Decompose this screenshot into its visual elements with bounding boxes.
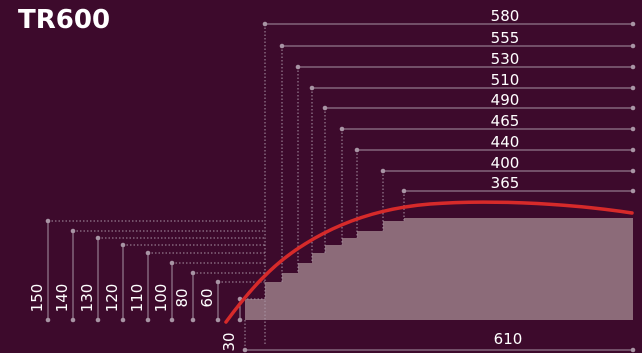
dimension-end-dot [45,317,51,323]
dimension-end-dot [95,235,101,241]
dimension-end-dot [295,64,301,70]
dimension-end-dot [630,21,636,27]
dimension-end-dot [237,317,243,323]
dimension-end-dot [354,147,360,153]
dimension-end-dot [630,188,636,194]
dimension-end-dot [190,270,196,276]
curve-profile [224,200,634,324]
dimension-end-dot [45,218,51,224]
dimension-end-dot [70,228,76,234]
dimension-end-dot [630,64,636,70]
dimension-end-dot [322,105,328,111]
dimension-end-dot [120,242,126,248]
dimension-labels: 150 140 130 120 110 100 80 60 30 580 555 530 510 490 4… [28,7,522,352]
width-label: 465 [491,112,520,130]
width-label: 490 [491,91,520,109]
dimension-lines [45,21,636,353]
dimension-end-dot [215,279,221,285]
width-label: 440 [491,133,520,151]
dimension-end-dot [70,317,76,323]
dimension-end-dot [190,317,196,323]
dimension-end-dot [145,250,151,256]
height-label: 130 [78,284,96,313]
dimension-end-dot [630,43,636,49]
dimension-end-dot [95,317,101,323]
width-label: 365 [491,174,520,192]
dimension-end-dot [630,168,636,174]
stepped-profile [245,218,633,320]
dimension-end-dot [120,317,126,323]
height-label: 120 [103,284,121,313]
dimension-end-dot [169,317,175,323]
dimension-end-dot [630,126,636,132]
dimension-end-dot [630,147,636,153]
width-label: 530 [491,50,520,68]
dimension-end-dot [215,317,221,323]
width-label: 510 [491,71,520,89]
dimension-end-dot [380,168,386,174]
dimension-end-dot [242,347,248,353]
height-label: 110 [128,284,146,313]
dimension-end-dot [630,105,636,111]
height-label: 150 [28,284,46,313]
dimension-end-dot [339,126,345,132]
height-label: 100 [152,284,170,313]
dimension-end-dot [630,347,636,353]
dimension-end-dot [169,260,175,266]
diagram-title: TR600 [18,5,110,35]
dimension-end-dot [401,188,407,194]
height-label: 30 [220,332,238,351]
stepped-profile-shape [245,218,633,320]
dimension-end-dot [262,21,268,27]
width-label: 400 [491,154,520,172]
dimension-end-dot [279,43,285,49]
base-width-label: 610 [494,330,523,348]
width-label: 580 [491,7,520,25]
dimension-end-dot [145,317,151,323]
dimension-end-dot [630,85,636,91]
height-label: 80 [173,288,191,307]
width-label: 555 [491,29,520,47]
dimension-end-dot [309,85,315,91]
height-label: 140 [53,284,71,313]
height-label: 60 [198,288,216,307]
